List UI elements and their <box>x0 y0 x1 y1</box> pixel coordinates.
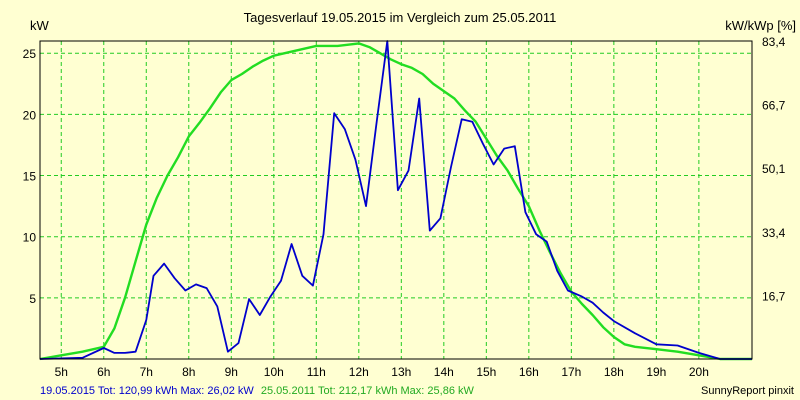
series-layer <box>39 40 752 361</box>
x-tick-label: 13h <box>391 365 411 379</box>
x-tick-label: 14h <box>434 365 454 379</box>
y2-tick-label: 83,4 <box>762 35 786 49</box>
x-tick-label: 7h <box>140 365 153 379</box>
footer-legend-2015: 19.05.2015 Tot: 120,99 kWh Max: 26,02 kW <box>40 385 254 397</box>
x-tick-label: 15h <box>476 365 496 379</box>
y-tick-label: 10 <box>23 231 37 245</box>
x-tick-label: 12h <box>349 365 369 379</box>
x-tick-label: 5h <box>55 365 68 379</box>
footer-legend-2011: 25.05.2011 Tot: 212,17 kWh Max: 25,86 kW <box>261 385 475 397</box>
x-tick-label: 17h <box>561 365 581 379</box>
grid <box>40 41 752 359</box>
x-tick-label: 10h <box>264 365 284 379</box>
x-tick-label: 18h <box>604 365 624 379</box>
y-tick-label: 5 <box>29 292 36 306</box>
x-tick-label: 20h <box>689 365 709 379</box>
y-axis-label: kW <box>30 18 50 33</box>
x-tick-label: 19h <box>646 365 666 379</box>
plot-border <box>39 40 753 360</box>
x-tick-label: 16h <box>519 365 539 379</box>
footer-legend: 19.05.2015 Tot: 120,99 kWh Max: 26,02 kW… <box>40 385 474 397</box>
chart-title: Tagesverlauf 19.05.2015 im Vergleich zum… <box>244 10 557 25</box>
y2-tick-label: 16,7 <box>762 289 786 303</box>
y2-tick-label: 33,4 <box>762 226 786 240</box>
y-tick-label: 15 <box>23 170 37 184</box>
series-line-25.05.2011 <box>39 42 752 361</box>
y2-tick-label: 50,1 <box>762 162 786 176</box>
y2-axis-label: kW/kWp [%] <box>725 18 796 33</box>
tick-labels: 5h 6h 7h 8h 9h 10h 11h 12h 13h 14h 15h 16h 17h 18h 19h… <box>23 35 786 379</box>
x-tick-label: 6h <box>97 365 110 379</box>
x-tick-label: 11h <box>307 365 326 379</box>
x-tick-label: 9h <box>225 365 238 379</box>
y2-tick-label: 66,7 <box>762 99 786 113</box>
y-tick-label: 20 <box>23 108 37 122</box>
footer-credit: SunnyReport pinxit <box>701 385 794 397</box>
y-tick-label: 25 <box>23 47 37 61</box>
series-line-19.05.2015 <box>39 40 752 360</box>
x-tick-label: 8h <box>182 365 195 379</box>
